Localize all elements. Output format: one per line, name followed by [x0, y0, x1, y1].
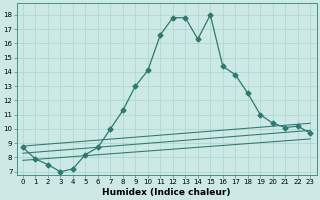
- X-axis label: Humidex (Indice chaleur): Humidex (Indice chaleur): [102, 188, 231, 197]
